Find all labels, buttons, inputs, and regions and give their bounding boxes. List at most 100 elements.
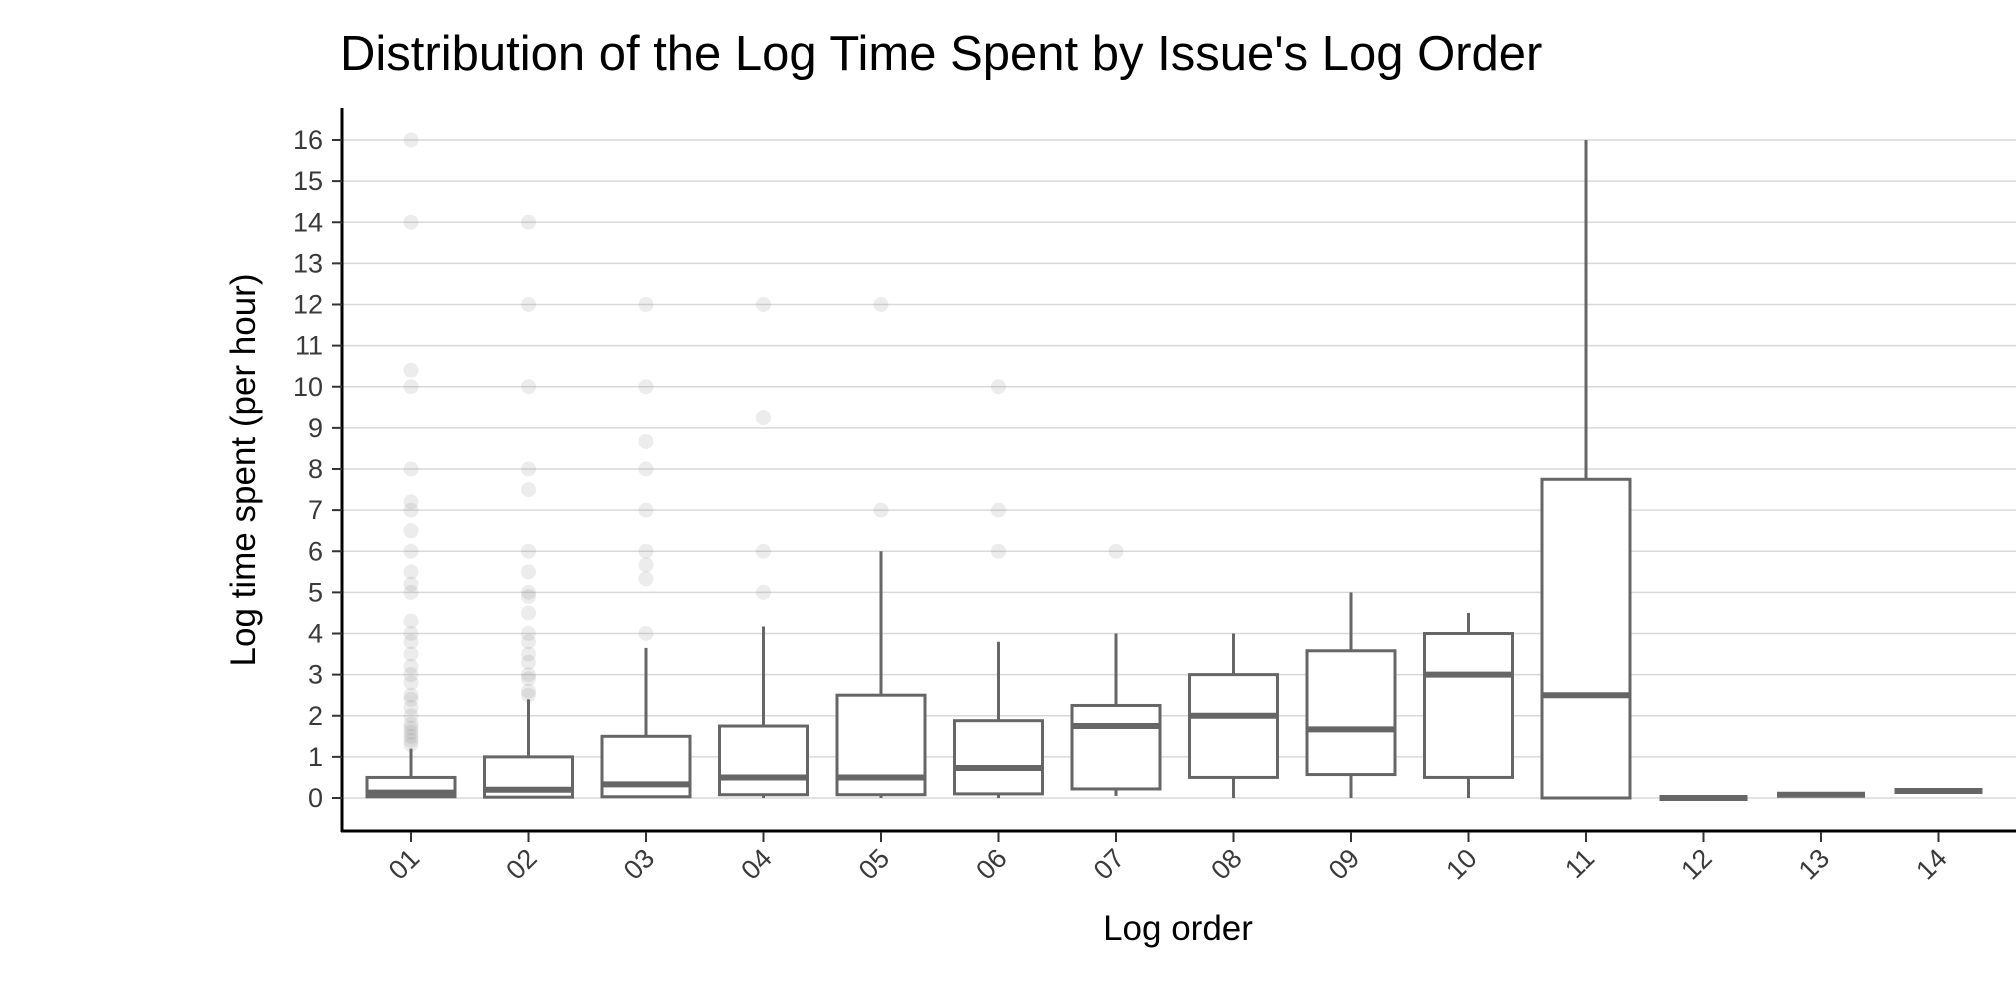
outlier-point [521,214,536,230]
outlier-point [403,708,419,724]
y-tick-label: 10 [293,372,323,402]
outlier-point [638,571,654,587]
box-iqr [600,734,692,799]
outlier-point [403,584,419,600]
x-tick-label: 05 [853,843,895,885]
outlier-point [403,494,419,510]
y-tick-label: 8 [308,454,323,484]
outlier-point [991,502,1006,518]
outlier-point [638,626,654,641]
x-axis-ticks: 01 02 03 04 05 06 07 08 09 10 11 12 13 14 [383,832,1953,885]
outlier-point [403,502,419,518]
outlier-point [403,132,419,148]
y-tick-label: 1 [308,742,323,772]
outlier-point [521,667,536,683]
x-tick-label: 01 [383,843,425,885]
outlier-point [1108,543,1124,559]
y-tick-label: 14 [293,207,323,237]
box-03 [600,647,692,799]
x-axis-title: Log order [1103,909,1253,948]
outlier-point [521,461,536,477]
x-tick-label: 09 [1323,843,1365,885]
outlier-point [403,379,419,395]
box-07 [1070,633,1162,796]
outlier-point [403,716,419,732]
y-tick-label: 16 [293,125,323,155]
y-tick-label: 2 [308,701,323,731]
outlier-point [756,543,771,559]
boxes [365,140,1983,801]
outlier-point [521,482,536,498]
y-tick-label: 4 [308,619,323,649]
box-iqr [953,719,1044,796]
x-tick-label: 03 [618,843,660,885]
outlier-point [521,605,536,621]
outlier-point [403,691,419,707]
outlier-point [403,564,419,580]
outlier-point [403,728,419,744]
box-10 [1423,612,1514,798]
outlier-point [403,724,419,740]
box-01 [365,748,457,799]
box-11 [1540,140,1632,800]
axes [340,108,2016,833]
x-tick-label: 11 [1559,843,1600,884]
outlier-point [403,613,419,629]
outlier-point [521,626,536,641]
box-iqr [1305,649,1397,777]
y-tick-label: 12 [293,290,323,320]
outlier-point [638,379,654,395]
x-tick-label: 02 [500,843,542,885]
outlier-point [403,576,419,592]
box-04 [718,626,809,798]
outlier-point [521,588,536,604]
x-tick-label: 14 [1910,843,1952,885]
y-tick-label: 13 [293,248,323,278]
chart-title: Distribution of the Log Time Spent by Is… [340,27,1542,81]
box-iqr [1070,703,1162,791]
outlier-point [756,410,771,426]
outlier-point [521,297,536,312]
outlier-point [991,379,1006,395]
outlier-point [873,297,889,312]
outlier-point [756,297,771,312]
y-axis-title: Log time spent (per hour) [224,274,263,667]
box-08 [1188,633,1279,798]
box-iqr [1540,477,1632,800]
outlier-point [403,214,419,230]
outlier-point [638,433,654,449]
outlier-point [991,543,1006,559]
y-tick-label: 3 [308,660,323,690]
outlier-point [873,502,889,518]
box-iqr [1423,632,1514,779]
x-tick-label: 08 [1205,843,1247,885]
outlier-point [403,646,419,662]
outlier-point [521,654,536,670]
outlier-point [403,626,419,641]
outlier-point [521,634,536,650]
outlier-point [521,671,536,687]
outlier-point [638,543,654,559]
outlier-point [521,687,536,703]
box-02 [483,699,574,799]
x-tick-label: 06 [970,843,1012,885]
outlier-point [403,700,419,716]
outlier-point [756,584,771,600]
outlier-point [403,720,419,736]
y-tick-label: 9 [308,413,323,443]
outlier-point [521,379,536,395]
box-iqr [1188,673,1279,779]
box-09 [1305,592,1397,798]
x-tick-label: 12 [1675,843,1717,885]
outlier-point [403,737,419,753]
outlier-point [638,297,654,312]
outlier-point [403,667,419,683]
outlier-point [521,584,536,600]
outlier-point [403,675,419,691]
outlier-point [403,362,419,378]
y-tick-label: 11 [295,331,323,361]
outlier-point [403,461,419,477]
outlier-point [521,564,536,580]
